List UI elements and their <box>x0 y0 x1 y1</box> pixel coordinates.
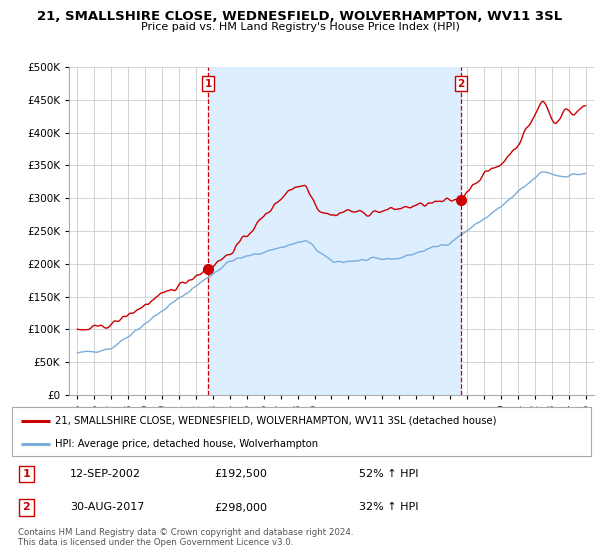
Text: 52% ↑ HPI: 52% ↑ HPI <box>359 469 419 479</box>
Text: £298,000: £298,000 <box>215 502 268 512</box>
Text: 32% ↑ HPI: 32% ↑ HPI <box>359 502 419 512</box>
Text: 30-AUG-2017: 30-AUG-2017 <box>70 502 144 512</box>
Text: 12-SEP-2002: 12-SEP-2002 <box>70 469 141 479</box>
Bar <box>208 67 461 395</box>
Text: Price paid vs. HM Land Registry's House Price Index (HPI): Price paid vs. HM Land Registry's House … <box>140 22 460 32</box>
Text: 21, SMALLSHIRE CLOSE, WEDNESFIELD, WOLVERHAMPTON, WV11 3SL (detached house): 21, SMALLSHIRE CLOSE, WEDNESFIELD, WOLVE… <box>55 416 497 426</box>
Text: 1: 1 <box>205 78 212 88</box>
Text: 2: 2 <box>23 502 31 512</box>
Text: 1: 1 <box>23 469 31 479</box>
Text: HPI: Average price, detached house, Wolverhampton: HPI: Average price, detached house, Wolv… <box>55 439 319 449</box>
Text: 21, SMALLSHIRE CLOSE, WEDNESFIELD, WOLVERHAMPTON, WV11 3SL: 21, SMALLSHIRE CLOSE, WEDNESFIELD, WOLVE… <box>37 10 563 23</box>
Text: £192,500: £192,500 <box>215 469 268 479</box>
Text: Contains HM Land Registry data © Crown copyright and database right 2024.
This d: Contains HM Land Registry data © Crown c… <box>18 528 353 547</box>
Text: 2: 2 <box>458 78 465 88</box>
